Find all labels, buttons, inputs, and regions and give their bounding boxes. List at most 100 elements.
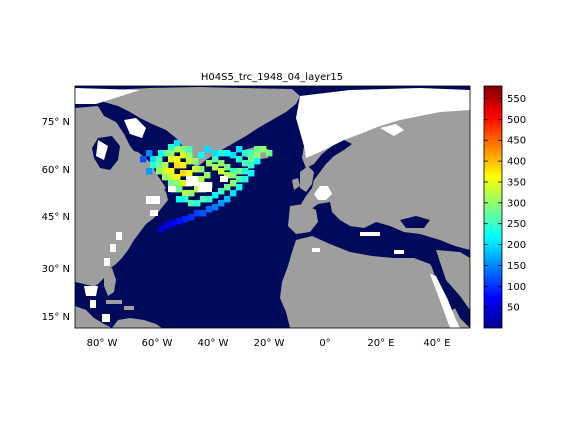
landmass-labrador xyxy=(118,148,166,196)
nodata-regions xyxy=(75,88,470,328)
heat-cell xyxy=(212,204,219,211)
heat-cell xyxy=(186,146,193,153)
heat-cell xyxy=(224,164,231,171)
heat-cell xyxy=(236,168,243,175)
heat-cell xyxy=(158,150,165,157)
heat-cell xyxy=(242,160,249,167)
nodata-cell xyxy=(198,182,212,192)
heat-cell xyxy=(224,172,231,179)
heat-cell xyxy=(242,168,249,175)
heat-cell xyxy=(200,196,207,203)
colorbar: 50 100 150 200 250 300 350 400 450 500 550 xyxy=(483,85,526,329)
heat-cell xyxy=(188,214,195,221)
heat-cell xyxy=(212,164,219,171)
heat-cell xyxy=(218,188,225,195)
heat-cell xyxy=(254,152,261,159)
heat-cell xyxy=(180,162,187,169)
heat-cell xyxy=(236,156,243,163)
heat-cell xyxy=(224,196,231,203)
heat-cell xyxy=(212,156,219,163)
heat-cell xyxy=(206,196,213,203)
heat-cell xyxy=(162,150,169,157)
colorbar-tick-label: 50 xyxy=(507,303,520,314)
colorbar-tick-label: 350 xyxy=(507,177,526,188)
heat-cell xyxy=(188,190,195,197)
heat-cell xyxy=(186,158,193,165)
heat-cell xyxy=(170,220,177,227)
heat-cell xyxy=(186,170,193,177)
x-tick-label: 60° W xyxy=(142,338,173,349)
colorbar-tick-label: 300 xyxy=(507,198,526,209)
water-red-sea xyxy=(430,262,456,310)
heat-cell xyxy=(162,162,169,169)
heat-cell xyxy=(198,166,205,173)
heat-cell xyxy=(218,160,225,167)
heat-cell xyxy=(146,150,153,157)
map-panel xyxy=(75,86,470,328)
heat-cell xyxy=(162,174,169,181)
heat-cell xyxy=(198,152,205,159)
heat-cell xyxy=(230,180,237,187)
heat-cell xyxy=(174,174,181,181)
heat-cell xyxy=(206,160,213,167)
colorbar-tick-label: 400 xyxy=(507,157,526,168)
heat-cell xyxy=(186,152,193,159)
heat-cell xyxy=(230,168,237,175)
heat-cell xyxy=(218,168,225,175)
nodata-cell xyxy=(168,186,176,192)
heat-cell xyxy=(260,146,267,153)
y-tick-labels: 15° N 30° N 45° N 60° N 75° N xyxy=(42,117,70,323)
water-mediterranean xyxy=(318,224,420,256)
heat-cell xyxy=(176,186,183,193)
colorbar-tick-label: 550 xyxy=(507,94,526,105)
heat-cell xyxy=(180,146,187,153)
y-tick-label: 15° N xyxy=(42,312,70,323)
heat-cell xyxy=(180,170,187,177)
map-title: H04S5_trc_1948_04_layer15 xyxy=(201,72,343,83)
heat-cell xyxy=(140,156,147,163)
heat-cell xyxy=(248,170,255,177)
landmass-ireland xyxy=(292,178,300,190)
heat-cell xyxy=(164,222,171,229)
heat-cell xyxy=(204,146,211,153)
heat-cell xyxy=(254,146,261,153)
heat-cell xyxy=(200,210,207,217)
heat-cell xyxy=(224,150,231,157)
heat-cell xyxy=(174,140,181,147)
heat-cell xyxy=(194,210,201,217)
colorbar-gradient xyxy=(483,85,503,329)
heat-cell xyxy=(194,200,201,207)
colorbar-ticks: 50 100 150 200 250 300 350 400 450 500 550 xyxy=(484,94,526,314)
landmass-cuba xyxy=(106,300,122,304)
heat-cell xyxy=(176,196,183,203)
heat-cell xyxy=(230,172,237,179)
heat-cell xyxy=(192,166,199,173)
heat-cell xyxy=(188,200,195,207)
heat-cell xyxy=(230,190,237,197)
heat-cell xyxy=(230,152,237,159)
heat-cell xyxy=(174,162,181,169)
heat-cell xyxy=(168,180,175,187)
landmass-hispaniola xyxy=(124,306,134,310)
heat-cell xyxy=(248,150,255,157)
heat-cell xyxy=(174,146,181,153)
landmass-arabia xyxy=(436,250,470,310)
heat-cell xyxy=(176,218,183,225)
heat-cell xyxy=(182,216,189,223)
x-tick-label: 40° W xyxy=(198,338,229,349)
heat-cell xyxy=(156,156,163,163)
colorbar-tick-label: 250 xyxy=(507,219,526,230)
heat-cell xyxy=(204,172,211,179)
landmass-iberia xyxy=(288,204,318,234)
heat-cell xyxy=(194,186,201,193)
nodata-cell xyxy=(186,176,198,186)
heat-cell xyxy=(236,146,243,153)
landmass-central-america xyxy=(75,306,112,328)
y-tick-label: 45° N xyxy=(42,212,70,223)
heat-cell xyxy=(168,168,175,175)
heat-cell xyxy=(236,184,243,191)
map-frame xyxy=(74,85,471,329)
heat-cell xyxy=(192,158,199,165)
heat-cell xyxy=(266,150,273,157)
